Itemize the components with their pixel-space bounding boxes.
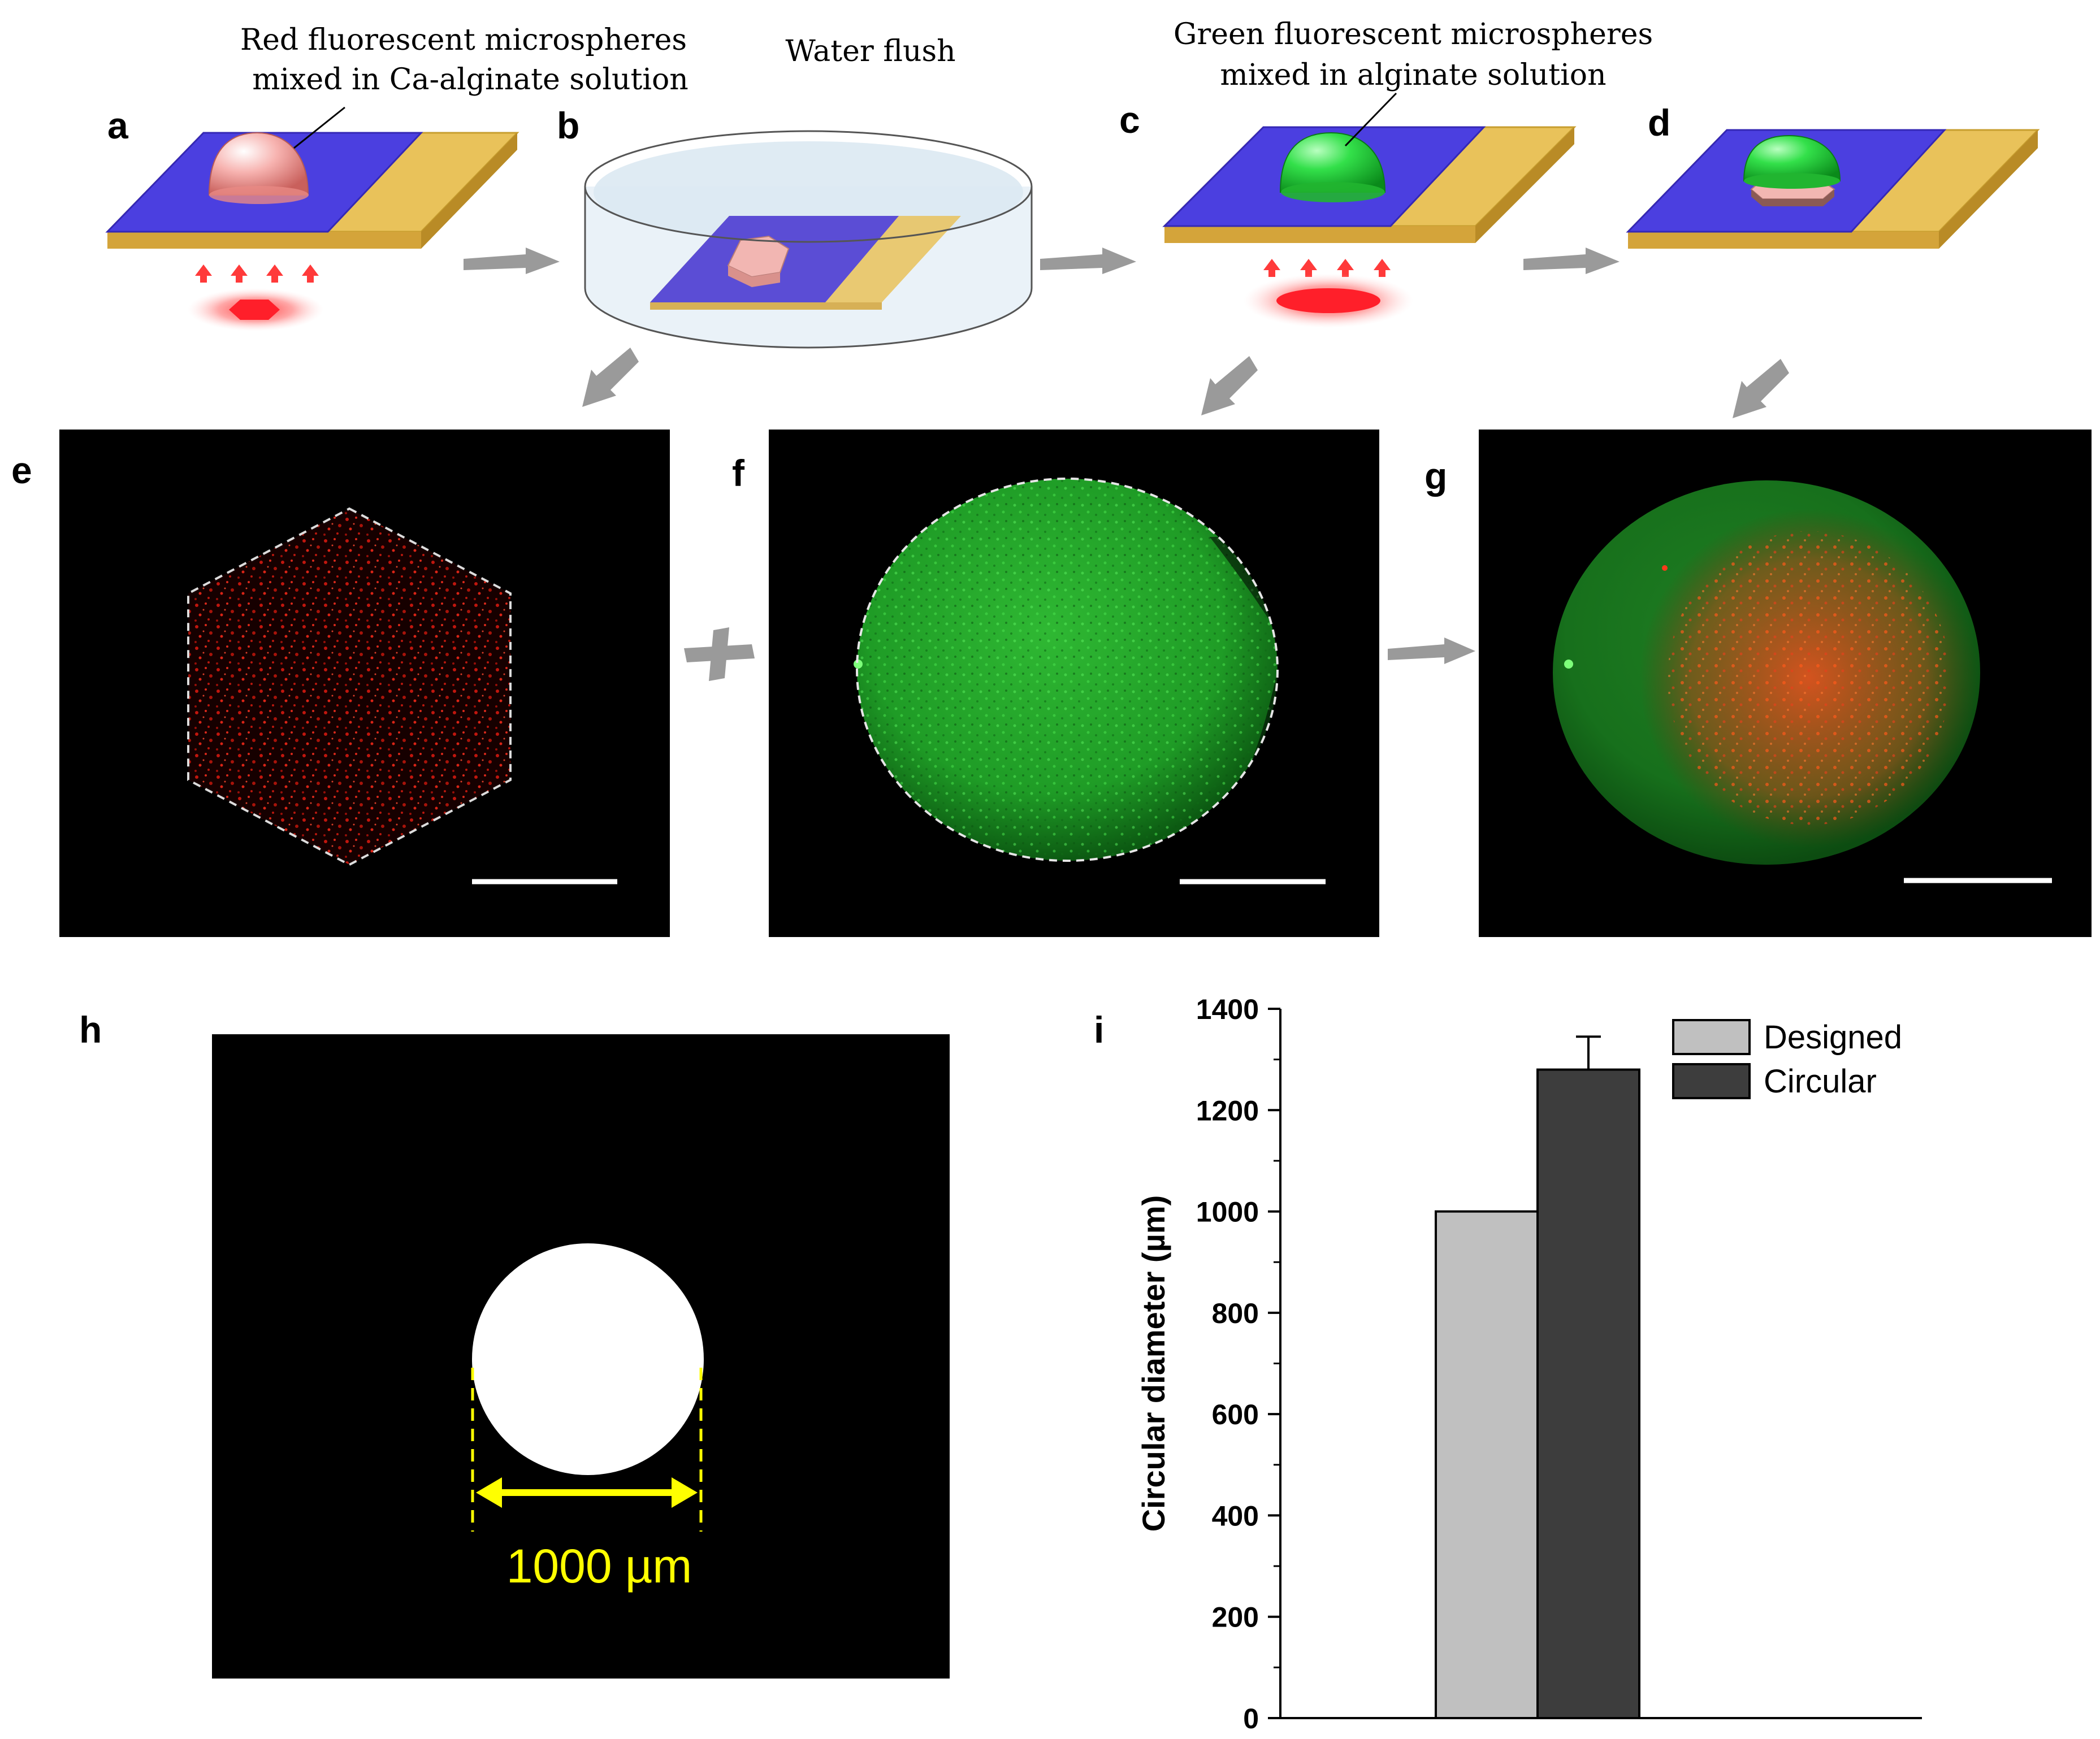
flow-arrow-f-g (1388, 638, 1475, 664)
bar-designed (1435, 1210, 1539, 1720)
flow-arrow-a-b (464, 248, 560, 274)
caption-c-line1: Green fluorescent microspheres (1174, 18, 1653, 51)
panel-f: f (732, 430, 1379, 937)
substrate-a (105, 132, 519, 249)
panel-label-a: a (107, 105, 129, 146)
leader-line-c (1344, 92, 1397, 147)
y-tick-label: 200 (1212, 1602, 1259, 1633)
y-tick-label: 600 (1212, 1399, 1259, 1430)
panel-label-d: d (1648, 102, 1670, 144)
panel-label-g: g (1424, 455, 1447, 497)
leader-line-a (293, 106, 345, 149)
panel-c: c Green fluorescent microspheres mixed i… (1119, 18, 1653, 328)
caption-a-line1: Red fluorescent microspheres (240, 23, 687, 57)
circle-outline-f (856, 478, 1279, 862)
y-tick-label: 1000 (1196, 1196, 1259, 1228)
bar-circular (1536, 1068, 1640, 1719)
panel-label-i: i (1094, 1009, 1104, 1051)
panel-h: h 1000 µm (79, 1009, 950, 1679)
light-arrows-a (195, 264, 319, 283)
legend-swatch-designed (1672, 1019, 1751, 1055)
y-axis-label: Circular diameter (µm) (1136, 1195, 1171, 1532)
bar-chart: 0 200 400 600 800 1000 1200 1400 Circular diamet… (1136, 994, 1922, 1734)
panel-g: g (1424, 430, 2092, 937)
y-tick-label: 1400 (1196, 994, 1259, 1025)
light-arrows-c (1263, 259, 1391, 277)
droplet-green-c (1279, 132, 1386, 202)
caption-a-line2: mixed in Ca-alginate solution (252, 63, 689, 97)
light-circle-c (1276, 288, 1380, 313)
white-circle-mask (472, 1243, 704, 1475)
light-hexagon-a (229, 300, 280, 320)
panel-a: a Red fluorescent microspheres mixed in … (105, 23, 689, 331)
red-hexagon-gel-e (188, 509, 510, 865)
y-tick-label: 400 (1212, 1500, 1259, 1532)
flow-arrow-b-e (582, 348, 639, 407)
panel-d: d (1626, 102, 2040, 249)
panel-label-b: b (557, 105, 579, 146)
flow-arrow-d-g (1733, 359, 1789, 418)
panel-label-h: h (79, 1009, 102, 1051)
plus-sign-e-f (684, 627, 755, 681)
hex-gel-b (727, 235, 790, 287)
flow-arrow-c-f (1201, 356, 1258, 415)
gel-stack-d (1743, 135, 1841, 206)
y-tick-label: 1200 (1196, 1095, 1259, 1126)
flow-arrow-b-c (1040, 248, 1136, 274)
panel-label-f: f (732, 452, 745, 494)
y-tick-label: 0 (1243, 1703, 1259, 1734)
panel-b: b Water flush (557, 34, 1033, 349)
y-tick-label: 800 (1212, 1298, 1259, 1329)
caption-c-line2: mixed in alginate solution (1220, 58, 1606, 92)
water-dish-b (584, 130, 1033, 349)
panel-label-c: c (1119, 99, 1140, 141)
hexagon-outline-e (187, 507, 512, 866)
panel-i: i 0 200 400 600 800 1000 1200 1400 Circular diam… (1094, 994, 1922, 1734)
dimension-label: 1000 µm (506, 1539, 692, 1593)
caption-b: Water flush (785, 34, 955, 68)
dimension-arrow (476, 1477, 698, 1508)
panel-e: e (11, 430, 670, 937)
flow-arrow-c-d (1523, 248, 1620, 274)
legend-label-circular: Circular (1764, 1063, 1877, 1100)
legend-swatch-circular (1672, 1063, 1751, 1099)
droplet-red-a (208, 132, 309, 204)
panel-label-e: e (11, 449, 32, 491)
legend-label-designed: Designed (1764, 1019, 1902, 1056)
